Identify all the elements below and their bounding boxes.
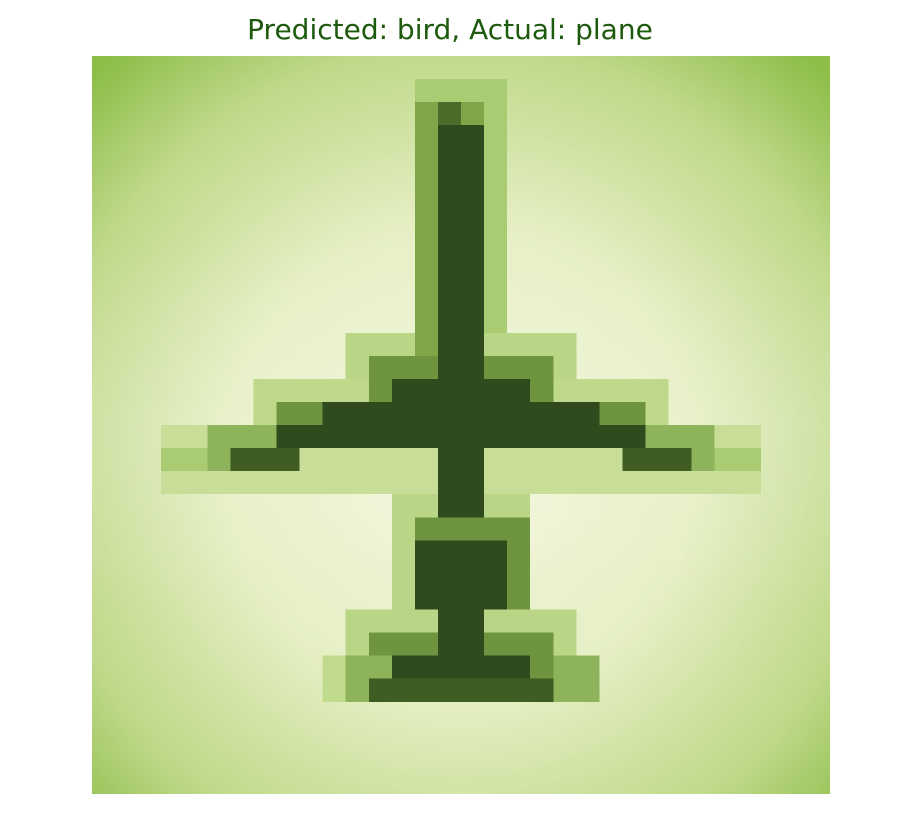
plane-silhouette xyxy=(230,102,692,702)
figure-title: Predicted: bird, Actual: plane xyxy=(247,13,653,46)
pixelated-plane-image xyxy=(92,56,830,794)
plane-image-canvas xyxy=(92,56,830,794)
